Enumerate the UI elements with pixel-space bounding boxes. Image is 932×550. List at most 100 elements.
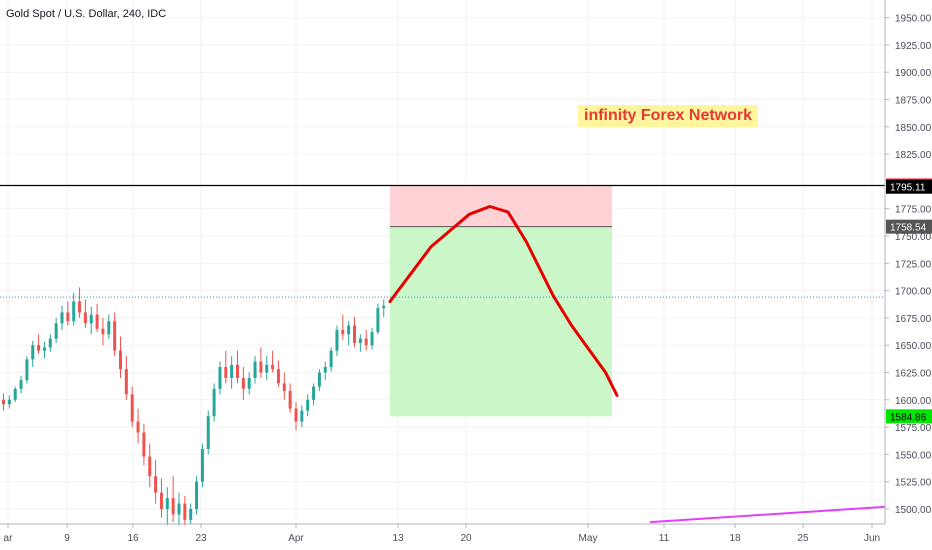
candle-body xyxy=(72,301,76,322)
candle-body xyxy=(136,421,140,433)
y-tick-label: 1575.00 xyxy=(895,423,932,434)
candle-body xyxy=(95,314,99,329)
candle-body xyxy=(171,498,175,515)
candle-body xyxy=(282,383,286,392)
x-tick-label: 23 xyxy=(195,533,207,544)
candle-body xyxy=(364,338,368,346)
candle-body xyxy=(42,347,46,351)
candle-body xyxy=(300,410,304,422)
x-tick-label: 25 xyxy=(797,533,809,544)
candle-body xyxy=(119,350,122,370)
candle-body xyxy=(218,367,222,389)
stop-zone xyxy=(390,185,612,227)
projection-curve xyxy=(388,205,619,397)
x-tick-label: Jun xyxy=(864,533,880,544)
candle-body xyxy=(276,369,280,384)
candle-body xyxy=(148,456,152,477)
candle-body xyxy=(113,321,117,351)
y-tick-label: 1825.00 xyxy=(895,150,932,161)
candle-body xyxy=(288,391,292,409)
candle-body xyxy=(101,328,105,335)
y-tick-label: 1625.00 xyxy=(895,369,932,380)
candle-body xyxy=(66,312,70,322)
candle-body xyxy=(259,361,263,373)
candle-body xyxy=(54,323,58,339)
candle-body xyxy=(48,338,52,348)
y-tick-label: 1950.00 xyxy=(895,14,932,25)
candle-body xyxy=(230,364,234,378)
candle-body xyxy=(130,394,134,422)
candle-body xyxy=(89,314,93,324)
trend-line xyxy=(649,505,886,524)
chart-title: Gold Spot / U.S. Dollar, 240, IDC xyxy=(6,8,167,20)
x-tick-label: May xyxy=(579,533,598,544)
x-tick-label: 13 xyxy=(392,533,404,544)
candle-body xyxy=(271,364,275,370)
candle-body xyxy=(382,305,386,309)
candle-body xyxy=(200,448,204,482)
candle-body xyxy=(25,359,29,381)
candle-body xyxy=(206,416,210,449)
y-tick-label: 1675.00 xyxy=(895,314,932,325)
candle-body xyxy=(323,367,327,373)
candle-body xyxy=(376,308,380,333)
price-label-box xyxy=(886,409,932,424)
annotation-banner: infinity Forex Network xyxy=(578,105,759,127)
candle-body xyxy=(107,321,111,335)
candle-body xyxy=(341,329,345,335)
x-tick-label: 18 xyxy=(729,533,741,544)
candle-body xyxy=(236,364,239,378)
y-tick-label: 1775.00 xyxy=(895,205,932,216)
candle-body xyxy=(195,481,199,509)
candle-body xyxy=(312,386,316,400)
x-tick-label: 20 xyxy=(460,533,472,544)
candle-body xyxy=(19,380,23,389)
candle-body xyxy=(265,364,269,373)
candle-body xyxy=(253,361,257,378)
candle-body xyxy=(2,399,5,405)
candle-body xyxy=(370,332,374,346)
y-tick-label: 1725.00 xyxy=(895,259,932,270)
candle-body xyxy=(78,301,82,313)
candle-body xyxy=(224,367,228,378)
candle-body xyxy=(347,325,351,335)
candle-body xyxy=(13,388,17,400)
candle-body xyxy=(329,350,333,368)
price-label: 1795.11 xyxy=(890,183,926,194)
price-label-box xyxy=(886,179,932,194)
candle-body xyxy=(306,399,310,411)
x-tick-label: Apr xyxy=(288,533,304,544)
candle-body xyxy=(142,432,146,457)
candle-body xyxy=(31,345,35,360)
y-tick-label: 1525.00 xyxy=(895,478,932,489)
price-label: 1584.86 xyxy=(890,412,927,423)
y-tick-label: 1500.00 xyxy=(895,505,932,516)
y-tick-label: 1750.00 xyxy=(895,232,932,243)
candle-body xyxy=(247,377,251,389)
y-tick-label: 1925.00 xyxy=(895,41,932,52)
candle-body xyxy=(212,388,216,417)
candle-body xyxy=(159,492,163,509)
candle-body xyxy=(124,369,128,395)
candle-body xyxy=(83,312,87,324)
candle-body xyxy=(183,503,187,520)
x-tick-label: 9 xyxy=(64,533,70,544)
candle-body xyxy=(165,498,169,509)
candle-body xyxy=(353,325,356,344)
candle-body xyxy=(7,399,11,405)
candle-body xyxy=(60,312,64,324)
y-tick-label: 1900.00 xyxy=(895,68,932,79)
candle-body xyxy=(177,503,181,515)
x-tick-label: 16 xyxy=(127,533,139,544)
candle-body xyxy=(317,372,321,387)
x-tick-label: ar xyxy=(4,533,14,544)
candle-body xyxy=(294,408,298,422)
candle-body xyxy=(241,377,245,389)
candle-body xyxy=(358,338,362,344)
candle-body xyxy=(154,476,158,493)
y-tick-label: 1875.00 xyxy=(895,96,932,107)
y-tick-label: 1700.00 xyxy=(895,287,932,298)
y-tick-label: 1650.00 xyxy=(895,341,932,352)
